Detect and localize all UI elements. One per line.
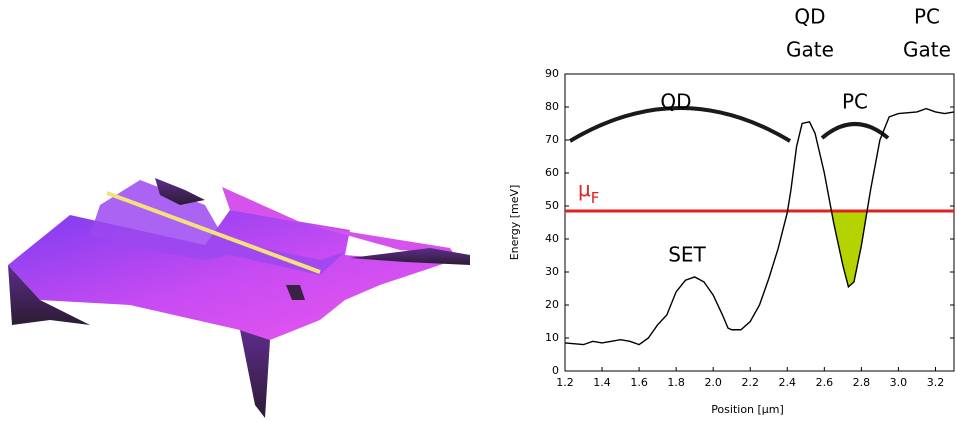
- fermi-label: μF: [578, 177, 599, 207]
- y-tick-label: 50: [545, 199, 559, 212]
- figure: 01020304050607080901.21.41.61.82.02.22.4…: [0, 0, 957, 423]
- y-tick-label: 30: [545, 265, 559, 278]
- fermi-symbol: μ: [578, 177, 591, 201]
- y-tick-label: 10: [545, 331, 559, 344]
- x-tick-label: 3.2: [927, 376, 945, 389]
- annotation: PC: [842, 90, 868, 114]
- gate-label: PC: [914, 5, 940, 29]
- x-tick-label: 1.4: [593, 376, 611, 389]
- y-tick-label: 70: [545, 133, 559, 146]
- y-tick-label: 80: [545, 100, 559, 113]
- x-axis-label: Position [μm]: [711, 403, 784, 416]
- arcs: [570, 108, 888, 141]
- y-tick-label: 40: [545, 232, 559, 245]
- x-tick-label: 1.2: [556, 376, 574, 389]
- y-tick-label: 20: [545, 298, 559, 311]
- gate-label: QD: [794, 5, 825, 29]
- data-line: [565, 109, 954, 345]
- y-axis-label: Energy [meV]: [508, 185, 521, 261]
- x-tick-label: 1.8: [667, 376, 685, 389]
- fill-region: [831, 211, 867, 287]
- annotation: SET: [668, 243, 706, 267]
- x-tick-label: 2.8: [853, 376, 871, 389]
- y-tick-label: 90: [545, 67, 559, 80]
- gate-label: Gate: [903, 38, 951, 62]
- gate-label: Gate: [786, 38, 834, 62]
- surface-image: [8, 178, 470, 418]
- x-tick-label: 2.4: [779, 376, 797, 389]
- x-tick-label: 2.0: [704, 376, 722, 389]
- x-tick-label: 2.2: [741, 376, 759, 389]
- x-tick-label: 3.0: [890, 376, 908, 389]
- fermi-subscript: F: [591, 189, 600, 207]
- x-tick-label: 2.6: [816, 376, 834, 389]
- annotation: QD: [660, 90, 691, 114]
- x-tick-label: 1.6: [630, 376, 648, 389]
- y-tick-label: 60: [545, 166, 559, 179]
